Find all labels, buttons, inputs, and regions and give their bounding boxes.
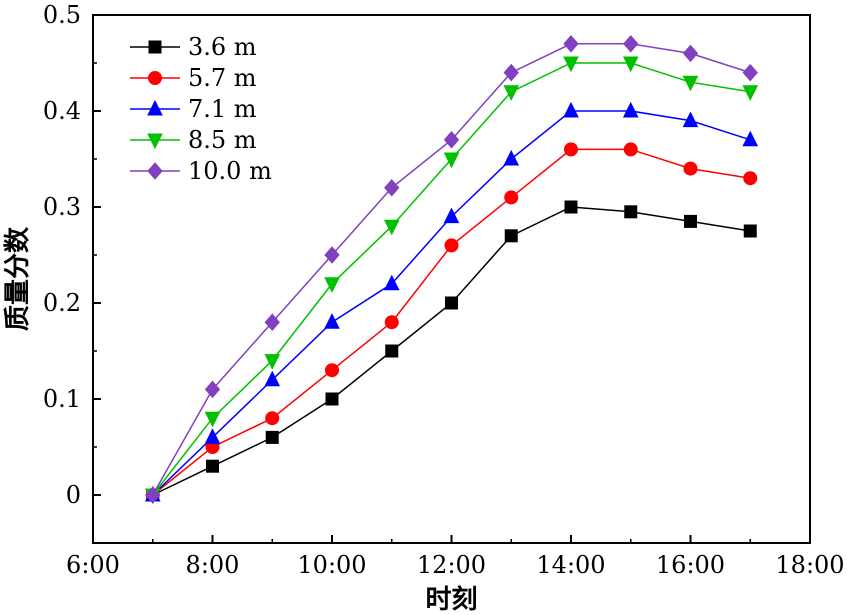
data-point bbox=[324, 313, 340, 329]
y-tick-label: 0.1 bbox=[43, 385, 81, 413]
series-4 bbox=[145, 35, 758, 504]
data-point bbox=[265, 411, 280, 426]
data-point bbox=[563, 101, 579, 118]
data-point bbox=[623, 142, 638, 157]
legend-label: 7.1 m bbox=[188, 95, 257, 123]
legend: 3.6 m 5.7 m 7.1 m 8.5 m 10.0 m bbox=[130, 33, 272, 185]
legend-item: 7.1 m bbox=[130, 95, 257, 123]
data-point bbox=[264, 354, 281, 370]
legend-label: 10.0 m bbox=[188, 157, 272, 185]
data-point bbox=[682, 75, 699, 92]
x-axis-title: 时刻 bbox=[425, 584, 477, 615]
data-point bbox=[383, 274, 400, 291]
legend-item: 3.6 m bbox=[130, 33, 257, 61]
series-line bbox=[152, 148, 751, 496]
data-point bbox=[682, 111, 699, 128]
data-point bbox=[564, 200, 578, 214]
legend-marker bbox=[147, 162, 163, 180]
legend-marker bbox=[148, 40, 162, 54]
data-point bbox=[682, 44, 699, 63]
data-point bbox=[384, 315, 399, 330]
data-point bbox=[742, 63, 758, 82]
x-tick-label: 16:00 bbox=[656, 551, 725, 579]
data-point bbox=[443, 207, 460, 224]
data-point bbox=[383, 219, 400, 236]
data-point bbox=[385, 344, 399, 358]
y-tick-label: 0 bbox=[66, 481, 81, 509]
data-point bbox=[563, 35, 579, 53]
legend-marker bbox=[147, 99, 163, 116]
legend-marker bbox=[148, 71, 162, 85]
data-point bbox=[204, 428, 221, 444]
data-point bbox=[206, 459, 219, 473]
legend-item: 8.5 m bbox=[130, 126, 257, 154]
data-point bbox=[563, 56, 579, 73]
data-point bbox=[743, 224, 757, 238]
data-point bbox=[325, 392, 339, 406]
legend-label: 3.6 m bbox=[188, 33, 257, 61]
y-tick-label: 0.2 bbox=[43, 289, 81, 317]
series-1 bbox=[145, 142, 758, 502]
data-point bbox=[684, 214, 697, 228]
x-tick-label: 14:00 bbox=[536, 551, 605, 579]
data-point bbox=[503, 85, 520, 101]
data-point bbox=[145, 486, 161, 504]
legend-item: 5.7 m bbox=[130, 64, 257, 92]
data-point bbox=[384, 179, 400, 197]
legend-item: 10.0 m bbox=[130, 157, 272, 185]
data-point bbox=[683, 161, 698, 176]
data-point bbox=[264, 313, 280, 331]
data-point bbox=[445, 296, 458, 310]
data-point bbox=[504, 229, 518, 243]
data-point bbox=[623, 35, 639, 53]
data-point bbox=[443, 152, 460, 169]
data-point bbox=[622, 101, 639, 118]
data-point bbox=[265, 430, 279, 444]
legend-label: 5.7 m bbox=[188, 64, 257, 92]
x-tick-label: 10:00 bbox=[297, 551, 366, 579]
x-tick-label: 6:00 bbox=[66, 551, 120, 579]
legend-label: 8.5 m bbox=[188, 126, 257, 154]
data-point bbox=[503, 63, 519, 82]
series-0 bbox=[146, 200, 757, 502]
data-point bbox=[504, 190, 519, 205]
data-point bbox=[444, 238, 459, 253]
data-point bbox=[324, 277, 340, 293]
data-point bbox=[204, 380, 221, 399]
y-axis-title: 质量分数 bbox=[3, 226, 33, 331]
data-point bbox=[624, 205, 638, 219]
data-point bbox=[564, 142, 578, 157]
x-tick-label: 12:00 bbox=[417, 551, 486, 579]
legend-marker bbox=[147, 133, 163, 150]
data-point bbox=[622, 56, 639, 73]
y-tick-label: 0.3 bbox=[43, 193, 81, 221]
data-point bbox=[742, 85, 759, 101]
data-point bbox=[264, 370, 281, 387]
y-tick-label: 0.5 bbox=[43, 1, 81, 29]
data-point bbox=[743, 171, 758, 186]
ticks: 6:00 8:00 10:00 12:00 14:00 16:00 18:00 0 0.1 0.2… bbox=[43, 1, 845, 579]
data-point bbox=[742, 130, 759, 147]
series-3 bbox=[144, 56, 759, 505]
data-point bbox=[204, 411, 221, 428]
data-point bbox=[503, 149, 520, 166]
data-point bbox=[443, 131, 460, 149]
data-point bbox=[325, 363, 339, 378]
series-group bbox=[144, 35, 759, 505]
data-point bbox=[324, 246, 340, 264]
x-tick-label: 8:00 bbox=[186, 551, 240, 579]
y-tick-label: 0.4 bbox=[43, 97, 81, 125]
x-tick-label: 18:00 bbox=[775, 551, 844, 579]
